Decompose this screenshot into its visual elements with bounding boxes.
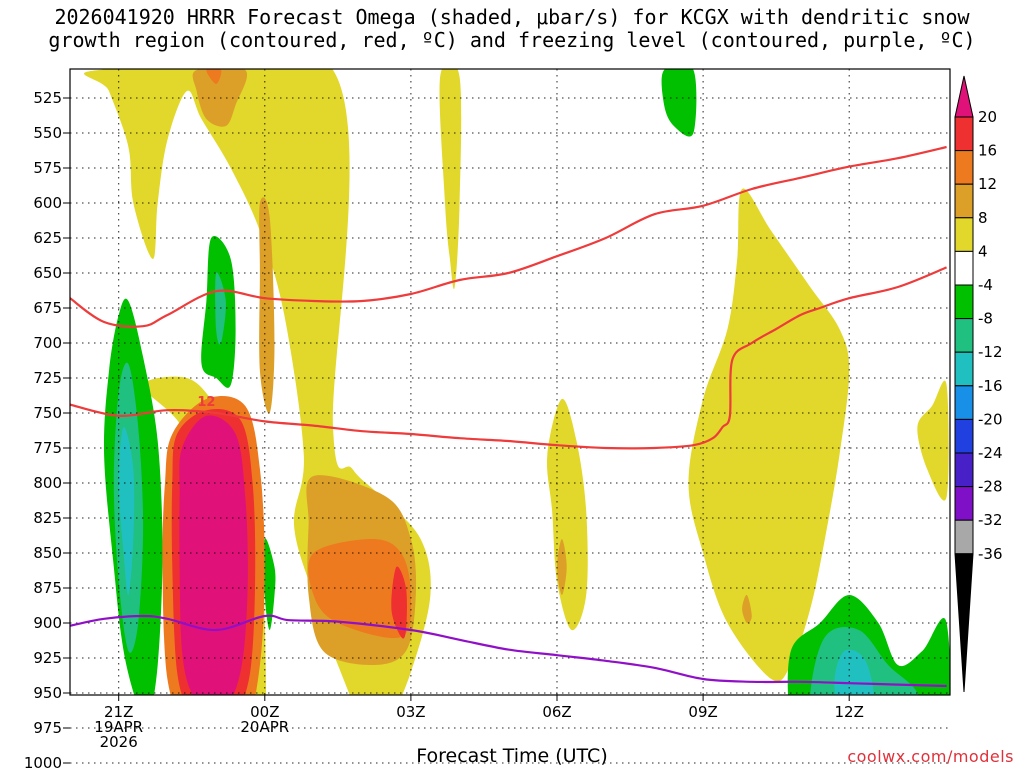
omega-region-green-thin	[263, 538, 276, 630]
colorbar-label-5: -4	[978, 276, 993, 294]
y-tick-label-650: 650	[33, 264, 62, 282]
x-tick-label-03Z-0: 03Z	[396, 703, 425, 721]
y-tick-label-825: 825	[33, 509, 62, 527]
x-axis-title: Forecast Time (UTC)	[416, 745, 608, 767]
plot-area	[83, 69, 950, 695]
y-tick-label-975: 975	[33, 719, 62, 737]
colorbar-segment-0	[954, 116, 974, 152]
omega-region-orange-09z	[742, 594, 752, 624]
colorbar-label-3: 8	[978, 209, 988, 227]
y-tick-label-900: 900	[33, 614, 62, 632]
colorbar-segment-10	[954, 452, 974, 488]
colorbar-segment-3	[954, 217, 974, 252]
colorbar-label-8: -16	[978, 377, 1003, 395]
omega-region-orange-strip	[259, 197, 275, 414]
y-tick-label-775: 775	[33, 439, 62, 457]
colorbar-segment-1	[954, 150, 974, 185]
colorbar-label-4: 4	[978, 242, 988, 260]
colorbar: 20 16 12 8 4 -4 -8 -12 -16 -20 -24 -28 -32 -36	[954, 75, 1003, 693]
dgz-contour-label: 12	[197, 395, 215, 410]
y-tick-label-800: 800	[33, 474, 62, 492]
colorbar-segment-2	[954, 183, 974, 219]
x-tick-label-12Z-0: 12Z	[835, 703, 864, 721]
y-tick-label-950: 950	[33, 684, 62, 702]
chart-title: 2026041920 HRRR Forecast Omega (shaded, …	[0, 6, 1024, 52]
colorbar-label-11: -28	[978, 478, 1003, 496]
y-tick-label-700: 700	[33, 334, 62, 352]
chart-title-line2: growth region (contoured, red, ºC) and f…	[48, 28, 976, 52]
omega-region-orange-red-top	[206, 69, 222, 84]
colorbar-label-10: -24	[978, 444, 1003, 462]
colorbar-label-9: -20	[978, 410, 1003, 428]
omega-region-red-03z	[391, 566, 407, 639]
y-tick-label-725: 725	[33, 369, 62, 387]
y-tick-label-600: 600	[33, 194, 62, 212]
colorbar-top-arrow	[954, 75, 974, 118]
colorbar-segment-11	[954, 486, 974, 521]
y-tick-label-1000: 1000	[24, 754, 62, 768]
x-tick-label-06Z-0: 06Z	[542, 703, 571, 721]
colorbar-label-0: 20	[978, 108, 997, 126]
omega-region-pink-core	[179, 415, 248, 695]
colorbar-segment-4	[954, 250, 974, 286]
omega-region-orange-top	[192, 69, 247, 127]
plot-frame	[69, 68, 951, 696]
y-axis: 525 550 575 600 625 650 675 700 725 750 775 800 825 8…	[24, 89, 70, 768]
omega-region-yellow-right-edge	[917, 380, 949, 501]
colorbar-label-7: -12	[978, 343, 1003, 361]
y-tick-label-575: 575	[33, 159, 62, 177]
omega-region-yellow-06z	[546, 398, 588, 631]
x-tick-label-09Z-0: 09Z	[688, 703, 717, 721]
x-tick-label-21Z-0: 21Z	[104, 703, 133, 721]
x-tick-label-21Z-2: 2026	[100, 733, 138, 751]
colorbar-segment-12	[954, 519, 974, 555]
x-tick-label-00Z-1: 20APR	[240, 718, 289, 736]
y-tick-label-875: 875	[33, 579, 62, 597]
colorbar-segment-8	[954, 385, 974, 420]
colorbar-label-2: 12	[978, 175, 997, 193]
omega-region-orange-06z	[557, 539, 567, 595]
y-tick-label-925: 925	[33, 649, 62, 667]
chart-title-line1: 2026041920 HRRR Forecast Omega (shaded, …	[54, 5, 970, 29]
colorbar-label-1: 16	[978, 142, 997, 160]
omega-region-yellow-right-tall	[688, 188, 850, 682]
y-tick-label-750: 750	[33, 404, 62, 422]
credit-link[interactable]: coolwx.com/models	[847, 747, 1014, 766]
omega-region-yellow-mid-strip	[439, 69, 462, 290]
colorbar-segment-6	[954, 318, 974, 353]
x-tick-label-00Z-0: 00Z	[250, 703, 279, 721]
x-tick-label-21Z-1: 19APR	[94, 718, 143, 736]
gridlines	[70, 69, 950, 764]
y-tick-label-850: 850	[33, 544, 62, 562]
omega-region-green-top	[661, 69, 697, 137]
colorbar-label-6: -8	[978, 310, 993, 328]
dgz-top-line	[70, 145, 947, 328]
freezing-level-line	[70, 614, 947, 688]
colorbar-bottom-arrow	[954, 553, 974, 693]
colorbar-label-12: -32	[978, 511, 1003, 529]
dgz-bottom-line	[70, 266, 948, 450]
y-tick-label-525: 525	[33, 89, 62, 107]
y-tick-label-550: 550	[33, 124, 62, 142]
contour-lines: 12	[70, 145, 948, 688]
y-tick-label-625: 625	[33, 229, 62, 247]
omega-region-orange-03z-inner	[308, 539, 412, 639]
y-tick-label-675: 675	[33, 299, 62, 317]
colorbar-label-13: -36	[978, 545, 1003, 563]
colorbar-segment-7	[954, 351, 974, 387]
colorbar-segment-9	[954, 418, 974, 454]
colorbar-segment-5	[954, 284, 974, 320]
